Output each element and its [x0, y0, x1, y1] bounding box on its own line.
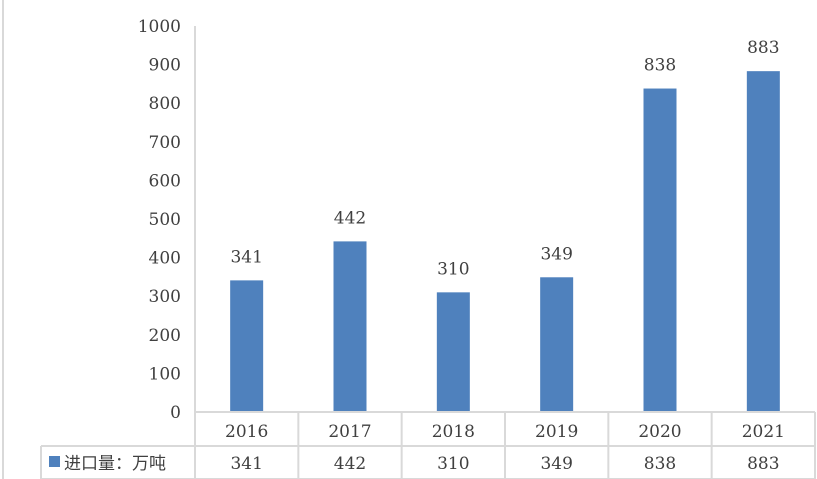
legend-swatch — [49, 456, 60, 467]
y-tick-label: 300 — [149, 287, 181, 307]
data-label: 310 — [437, 259, 469, 279]
bar — [436, 292, 470, 412]
bar — [333, 241, 367, 412]
bar — [643, 88, 677, 413]
bar — [540, 277, 574, 412]
x-tick-label: 2019 — [535, 422, 578, 442]
y-tick-label: 1000 — [138, 17, 181, 37]
table-value: 883 — [747, 454, 779, 474]
y-tick-label: 100 — [149, 364, 181, 384]
x-tick-label: 2018 — [432, 422, 475, 442]
y-tick-label: 900 — [149, 56, 181, 76]
data-label: 883 — [747, 38, 779, 58]
x-tick-label: 2020 — [638, 422, 681, 442]
data-label: 838 — [644, 56, 676, 76]
data-label: 442 — [334, 208, 366, 228]
y-tick-label: 600 — [149, 171, 181, 191]
y-tick-label: 0 — [170, 403, 181, 423]
y-tick-label: 800 — [149, 94, 181, 114]
x-tick-label: 2017 — [328, 422, 371, 442]
y-tick-label: 700 — [149, 133, 181, 153]
table-value: 349 — [540, 454, 572, 474]
y-tick-label: 500 — [149, 210, 181, 230]
legend-label: 进口量：万吨 — [64, 454, 166, 474]
y-tick-label: 200 — [149, 326, 181, 346]
table-value: 341 — [230, 454, 262, 474]
table-value: 442 — [334, 454, 366, 474]
data-label: 341 — [230, 247, 262, 267]
bar — [746, 71, 780, 413]
table-value: 310 — [437, 454, 469, 474]
data-label: 349 — [540, 244, 572, 264]
table-value: 838 — [644, 454, 676, 474]
x-tick-label: 2021 — [742, 422, 785, 442]
bar — [230, 280, 264, 412]
y-tick-label: 400 — [149, 249, 181, 269]
x-tick-label: 2016 — [225, 422, 268, 442]
